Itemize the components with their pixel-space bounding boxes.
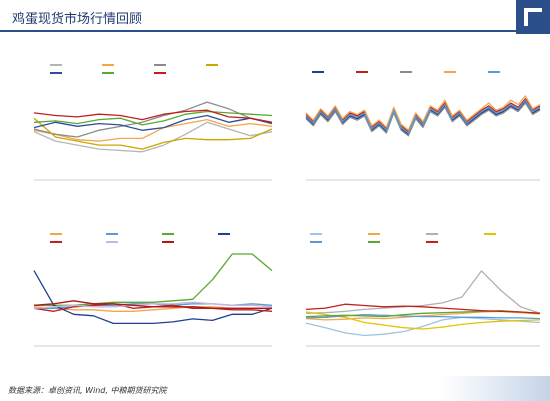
chart-panel-layer-egg-price-seasonality (10, 44, 278, 216)
series-line-2018 (33, 118, 273, 142)
series-line-广东 (305, 95, 541, 131)
chart-tl (33, 64, 273, 181)
series-line-2017 (33, 121, 273, 153)
series-line-2019 (34, 253, 273, 306)
series-line-2022 (33, 301, 273, 309)
series-line-2022 (305, 310, 541, 318)
series-line-2023 (33, 109, 273, 123)
series-line-2019 (33, 101, 273, 138)
series-line-2017 (305, 316, 541, 337)
series-line-销区均价 (305, 99, 541, 134)
series-line-2020 (305, 311, 541, 330)
page-title: 鸡蛋现货市场行情回顾 (12, 12, 143, 27)
chart-br (305, 233, 541, 347)
company-logo (516, 0, 550, 34)
series-line-2023 (33, 300, 272, 309)
series-line-2020 (33, 117, 273, 150)
chart-tr (305, 71, 541, 181)
series-line-2023 (305, 303, 541, 314)
chart-panel-chick-price-trend (10, 216, 278, 366)
source-note: 数据来源：卓创资讯, Wind, 中粮期货研究院 (8, 386, 167, 395)
header-rule (0, 30, 520, 32)
series-line-2021 (33, 114, 273, 131)
chart-panel-culled-hen-price-seasonality (282, 216, 544, 366)
series-line-2019 (305, 270, 541, 314)
series-line-2022 (33, 110, 273, 126)
series-line-福建 (305, 102, 541, 137)
logo-mark-icon (524, 8, 542, 26)
series-line-2020 (33, 270, 273, 325)
header: 鸡蛋现货市场行情回顾 (0, 0, 550, 36)
chart-panel-sales-area-egg-price-trend (282, 44, 544, 216)
chart-bl (33, 233, 273, 347)
footer-decoration (440, 376, 550, 401)
